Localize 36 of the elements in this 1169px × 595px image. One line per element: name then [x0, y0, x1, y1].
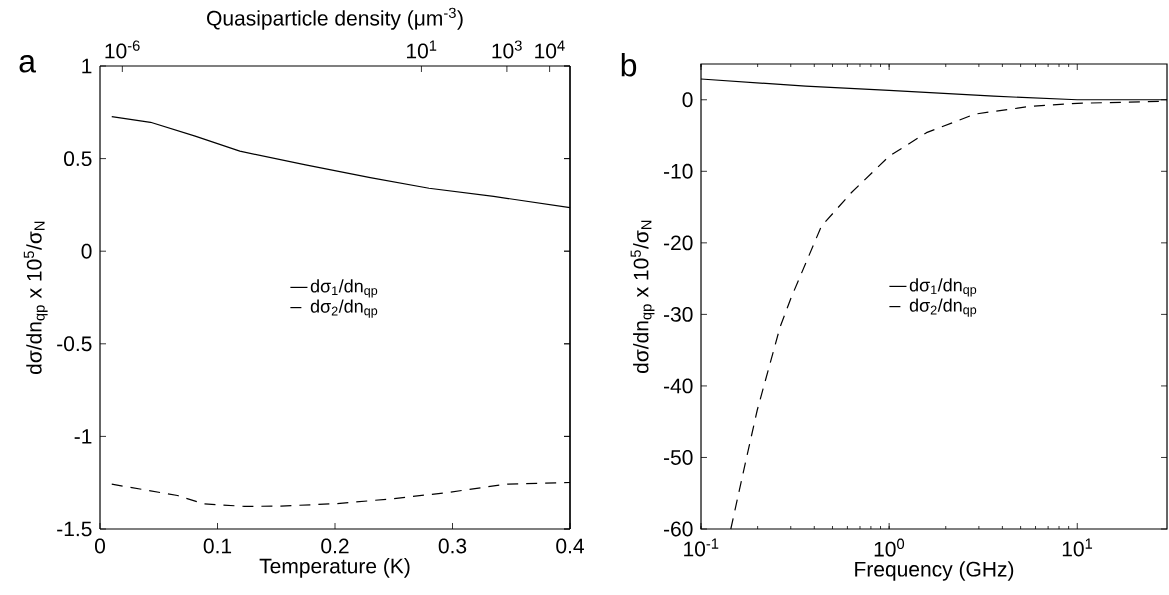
y-tick-label: 0: [682, 92, 693, 108]
y-tick-label: 0: [81, 243, 92, 259]
y-tick-label: 0.5: [64, 151, 92, 167]
x-tick-label: 0.3: [438, 538, 467, 554]
x-axis-title: Frequency (GHz): [855, 561, 1014, 581]
y-tick-label: 1: [82, 58, 92, 74]
text: b: [621, 53, 637, 77]
x-tick-label: 0: [94, 538, 106, 554]
y-tick-label: -20: [663, 235, 693, 251]
x2-tick-label: 10$^{1}$: [407, 40, 437, 59]
x2-tick-label: 10$^{3}$: [492, 40, 522, 59]
legend-label: dσ$_{2}$/dn$_{qp}$: [909, 298, 977, 317]
y-tick-label: -1.5: [57, 521, 92, 537]
y-tick-label: -60: [663, 521, 693, 537]
y-tick-label: -0.5: [57, 336, 92, 352]
x-tick-label: 10$^{1}$: [1062, 538, 1093, 557]
y-tick-label: -10: [663, 163, 693, 179]
y-tick-label: -40: [663, 378, 693, 394]
legend-label: dσ$_{2}$/dn$_{qp}$: [310, 299, 378, 318]
y-tick-label: -30: [663, 306, 693, 322]
y-tick-label: -1: [74, 429, 92, 444]
x-tick-label: 0.1: [203, 538, 232, 554]
y-axis-title: dσ/dn$_{qp}$ x 10$^{5}$/σ$_{N}$: [630, 220, 655, 374]
x-axis-title: Temperature (K): [259, 558, 410, 578]
legend-label: dσ$_{1}$/dn$_{qp}$: [909, 278, 977, 297]
x2-tick-label: 10$^{4}$: [535, 40, 565, 59]
x-tick-label: 0.2: [321, 538, 349, 554]
x2-tick-label: 10$^{-6}$: [105, 40, 140, 59]
text: a: [19, 55, 37, 73]
x2-axis-title: Quasiparticle density (μm$^{-3}$): [207, 7, 463, 30]
y-tick-label: -50: [663, 450, 693, 465]
x-tick-label: 10$^{-1}$: [684, 538, 719, 557]
legend-label: dσ$_{1}$/dn$_{qp}$: [310, 279, 378, 298]
y-axis-title: dσ/dn$_{qp}$ x 10$^{5}$/σ$_{N}$: [23, 221, 48, 375]
x-tick-label: 10$^{0}$: [874, 538, 905, 557]
x-tick-label: 0.4: [556, 538, 584, 554]
